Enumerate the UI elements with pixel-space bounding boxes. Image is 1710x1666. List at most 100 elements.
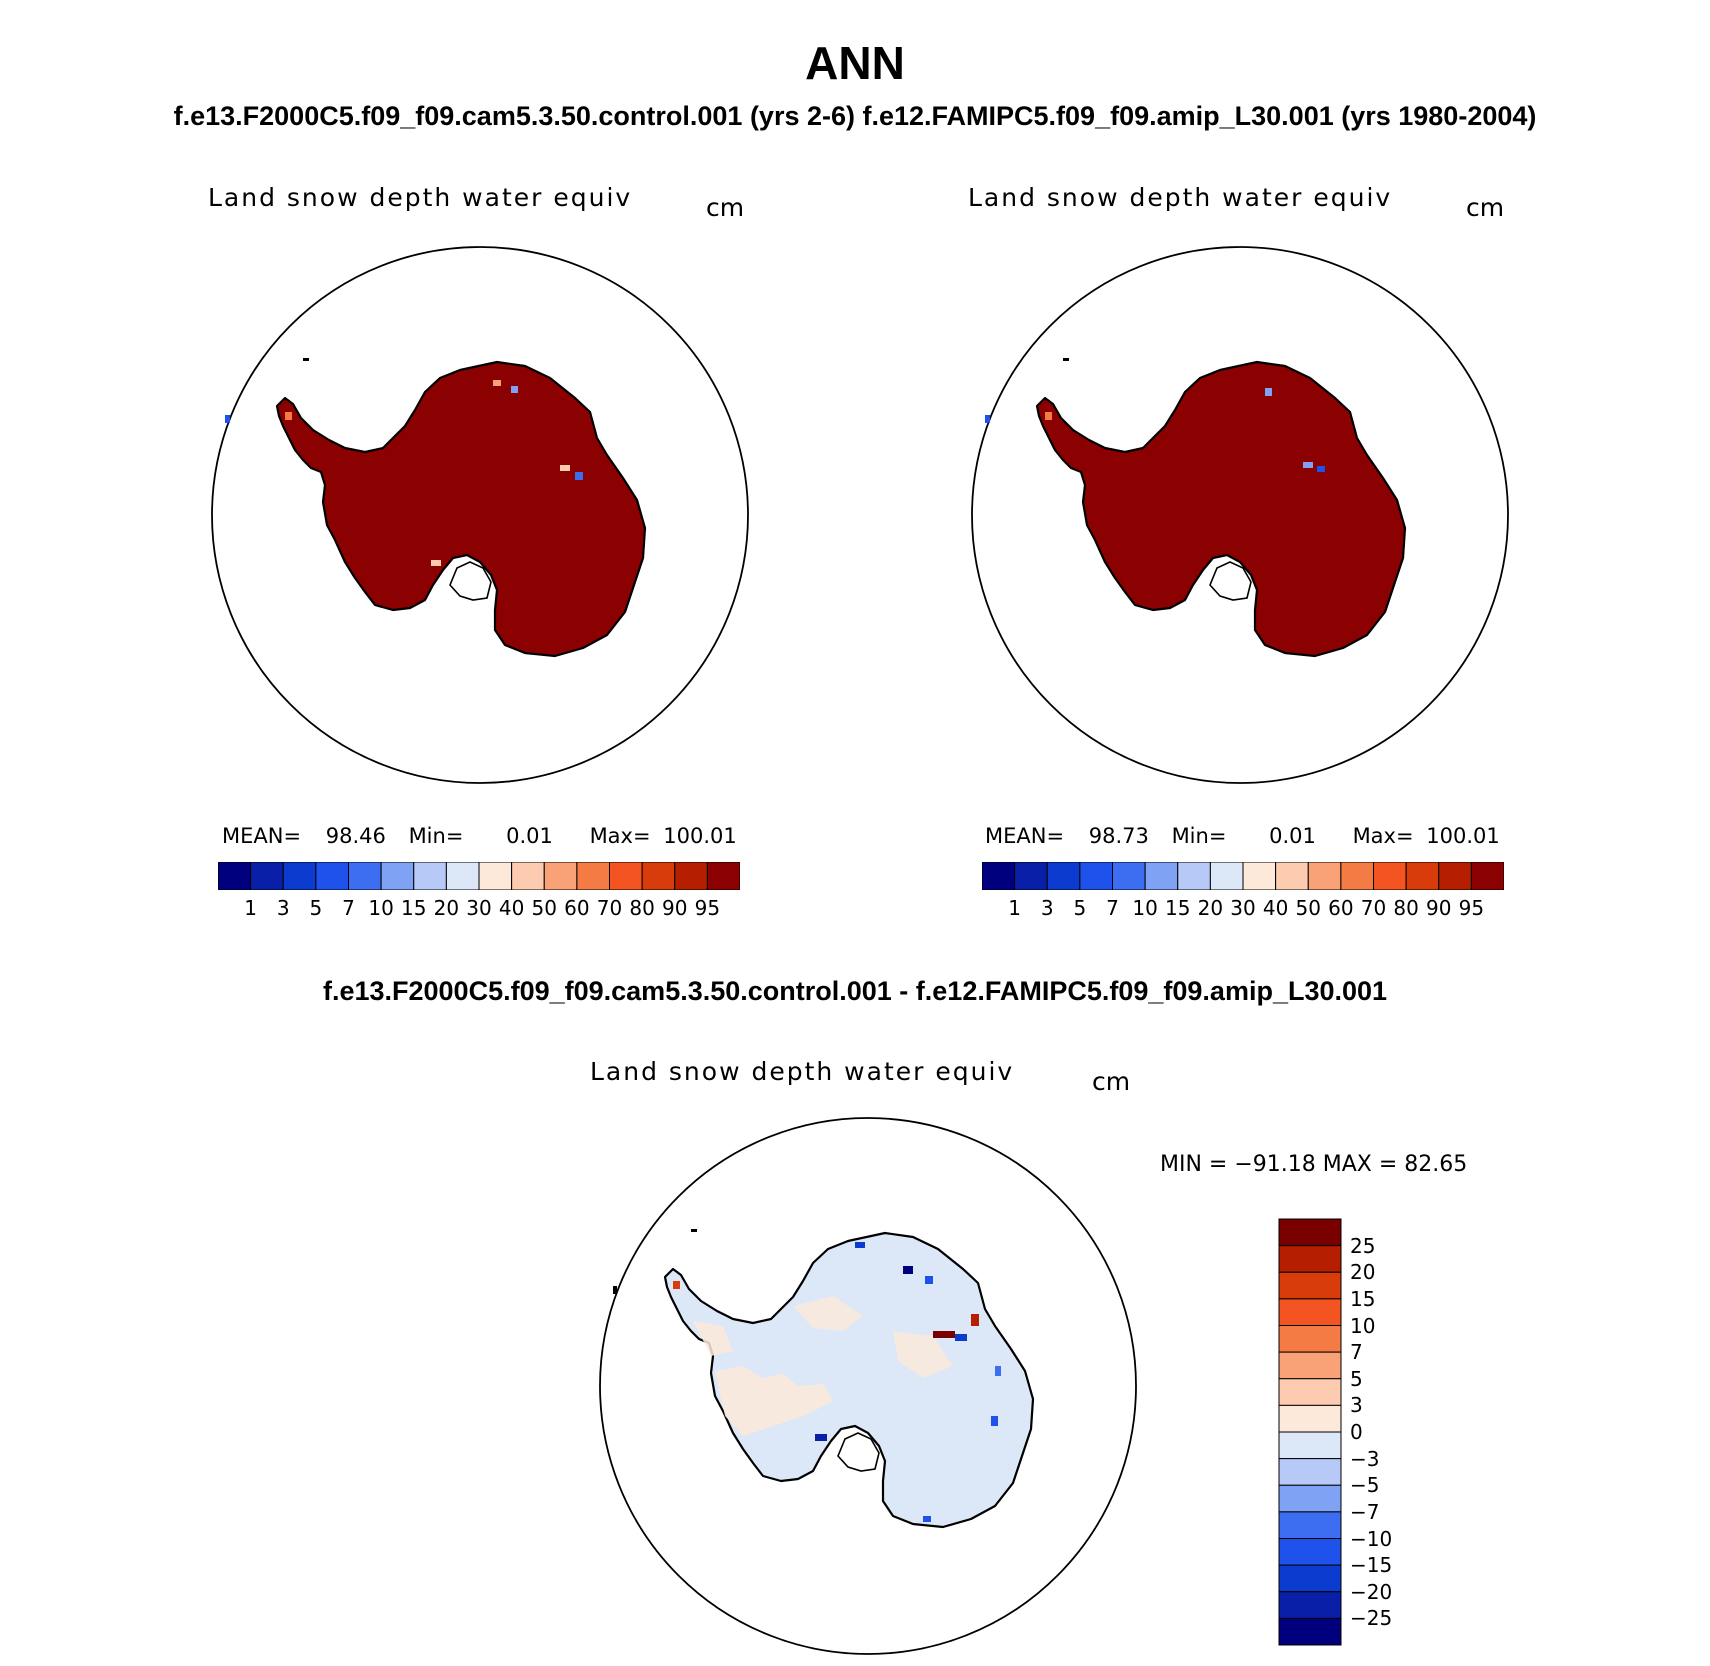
panel2-antarctica-field — [985, 358, 1407, 658]
colorbar-swatch — [218, 862, 252, 890]
diff-cell-strong-negative — [925, 1276, 933, 1284]
colorbar-tick-label: 5 — [1073, 896, 1087, 920]
colorbar-tick-label: 1 — [244, 896, 257, 920]
colorbar-tick-label: 50 — [1295, 896, 1321, 920]
colorbar-swatch — [706, 862, 740, 890]
colorbar-tick-label: 10 — [1132, 896, 1158, 920]
diff-cell-strong-negative — [855, 1242, 865, 1248]
diff-colorbar-tick-label: 10 — [1350, 1313, 1376, 1338]
colorbar-tick-label: 20 — [433, 896, 460, 920]
panel1-colorbar-labels: 1 3 5 7 10 15 20 30 40 50 60 70 80 90 95 — [218, 896, 740, 922]
diff-colorbar-swatch — [1278, 1484, 1342, 1513]
colorbar-tick-label: 30 — [1230, 896, 1256, 920]
colorbar-tick-label: 7 — [1106, 896, 1119, 920]
panel2-stats: MEAN= 98.73 Min= 0.01 Max= 100.01 — [985, 824, 1500, 848]
diff-colorbar-tick-label: −20 — [1350, 1579, 1393, 1604]
diff-colorbar-tick-label: 0 — [1350, 1420, 1363, 1444]
panel1-antarctica-field — [225, 358, 647, 658]
panel1-polar-map — [211, 246, 749, 784]
colorbar-tick-label: 40 — [1262, 896, 1289, 920]
diff-colorbar-swatch — [1278, 1245, 1342, 1273]
diff-cell-strong-negative — [995, 1366, 1001, 1376]
colorbar-tick-label: 60 — [1328, 896, 1354, 920]
colorbar-tick-label: 5 — [309, 896, 323, 920]
colorbar-tick-label: 40 — [498, 896, 525, 920]
diff-ross-ice-gap — [837, 1432, 880, 1472]
diff-land-field — [663, 1231, 1035, 1529]
diff-colorbar-tick-label: −5 — [1350, 1473, 1380, 1498]
diff-colorbar-swatch — [1278, 1218, 1342, 1247]
panel2-coastal-cell — [1317, 466, 1325, 472]
diff-subtitle: f.e13.F2000C5.f09_f09.cam5.3.50.control.… — [322, 976, 1388, 1006]
colorbar-tick-label: 30 — [466, 896, 492, 920]
colorbar-swatch — [641, 862, 676, 890]
panel1-ross-ice-gap — [449, 561, 492, 601]
colorbar-swatch — [1470, 862, 1504, 890]
panel1-coastal-cell — [511, 386, 518, 393]
panel2-land-snow — [1035, 360, 1407, 658]
panel2-coastal-cell — [1045, 412, 1052, 420]
panel2-variable-title: Land snow depth water equiv — [968, 183, 1393, 212]
diff-units: cm — [1092, 1067, 1131, 1096]
diff-colorbar — [1278, 1218, 1342, 1646]
panel1-mean-label: MEAN= — [222, 824, 302, 848]
colorbar-tick-label: 50 — [531, 896, 557, 920]
diff-colorbar-swatch — [1278, 1538, 1342, 1566]
diff-cell-strong-negative — [991, 1416, 998, 1426]
diff-colorbar-swatch — [1278, 1325, 1342, 1353]
colorbar-swatch — [982, 862, 1016, 890]
diff-positive-region — [693, 1321, 733, 1356]
panel2-ross-ice-gap — [1209, 561, 1252, 601]
colorbar-swatch — [1373, 862, 1407, 890]
diff-colorbar-tick-label: −3 — [1350, 1446, 1380, 1471]
colorbar-swatch — [1112, 862, 1146, 890]
colorbar-swatch — [1405, 862, 1440, 890]
page-subtitle: f.e13.F2000C5.f09_f09.cam5.3.50.control.… — [173, 101, 1537, 131]
panel2-min-label: Min= — [1171, 824, 1227, 848]
colorbar-swatch — [1242, 862, 1277, 890]
panel2-mean-value: 98.73 — [1088, 824, 1149, 848]
colorbar-swatch — [1275, 862, 1309, 890]
colorbar-tick-label: 70 — [596, 896, 623, 920]
diff-antarctica-field — [613, 1229, 1035, 1529]
colorbar-tick-label: 80 — [629, 896, 655, 920]
diff-colorbar-swatch — [1278, 1458, 1342, 1486]
panel1-island-cell — [225, 415, 230, 423]
diff-cell-strong-positive — [971, 1314, 979, 1326]
panel1-min-label: Min= — [408, 824, 464, 848]
colorbar-swatch — [1438, 862, 1472, 890]
diff-positive-region — [793, 1296, 863, 1331]
diff-colorbar-tick-label: 15 — [1350, 1286, 1376, 1311]
panel1-coastal-cell — [575, 472, 583, 480]
colorbar-tick-label: 80 — [1393, 896, 1419, 920]
colorbar-swatch — [576, 862, 610, 890]
colorbar-swatch — [315, 862, 349, 890]
diff-colorbar-swatch — [1278, 1271, 1342, 1300]
diff-cell-strong-positive — [673, 1281, 680, 1289]
diff-colorbar-swatch — [1278, 1404, 1342, 1433]
colorbar-tick-label: 95 — [1458, 896, 1485, 920]
diff-colorbar-swatch — [1278, 1591, 1342, 1619]
panel1-max-label: Max= — [589, 824, 651, 848]
colorbar-tick-label: 90 — [1426, 896, 1452, 920]
diff-colorbar-swatch — [1278, 1511, 1342, 1539]
colorbar-swatch — [1177, 862, 1211, 890]
colorbar-tick-label: 3 — [276, 896, 290, 920]
panel1-stats: MEAN= 98.46 Min= 0.01 Max= 100.01 — [222, 824, 737, 848]
diff-cell-strong-negative — [955, 1334, 967, 1341]
diff-colorbar-tick-label: 7 — [1350, 1340, 1363, 1365]
colorbar-tick-label: 10 — [368, 896, 394, 920]
colorbar-swatch — [380, 862, 415, 890]
panel1-coastal-cell — [285, 412, 292, 420]
panel2-colorbar-labels: 1 3 5 7 10 15 20 30 40 50 60 70 80 90 95 — [982, 896, 1504, 922]
diff-colorbar-tick-label: 20 — [1350, 1260, 1376, 1285]
diff-variable-title: Land snow depth water equiv — [590, 1057, 1015, 1086]
colorbar-tick-label: 95 — [694, 896, 721, 920]
panel2-min-value: 0.01 — [1269, 824, 1316, 848]
diff-colorbar-swatch — [1278, 1564, 1342, 1593]
panel2-island-cell — [985, 415, 990, 423]
colorbar-swatch — [1144, 862, 1179, 890]
panel1-variable-title: Land snow depth water equiv — [208, 183, 633, 212]
diff-colorbar-tick-label: −10 — [1350, 1526, 1393, 1551]
diff-positive-region — [893, 1331, 953, 1378]
